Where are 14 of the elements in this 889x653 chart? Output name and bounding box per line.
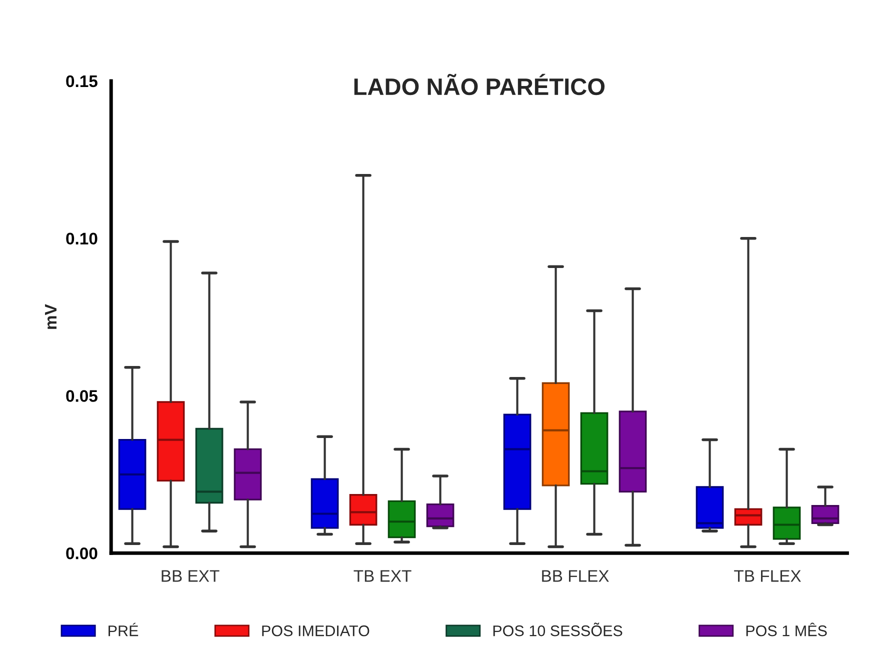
legend-label: POS 10 SESSÕES [493, 622, 622, 636]
x-tick-label: TB FLEX [734, 570, 801, 582]
x-tick-label: BB EXT [162, 570, 220, 582]
legend-label: POS 1 MÊS [746, 622, 827, 636]
legend-label: POS IMEDIATO [262, 625, 370, 636]
y-tick-label: 0.00 [66, 547, 98, 560]
y-tick-label: 0.15 [66, 75, 98, 88]
x-tick-label: TB EXT [354, 570, 412, 582]
x-tick-label: BB FLEX [542, 570, 609, 582]
legend-label: PRÉ [108, 622, 138, 636]
y-axis-title: mV [45, 304, 56, 329]
chart-title: LADO NÃO PARÉTICO [354, 74, 605, 96]
y-tick-label: 0.05 [66, 390, 98, 402]
y-tick-label: 0.10 [66, 232, 98, 245]
